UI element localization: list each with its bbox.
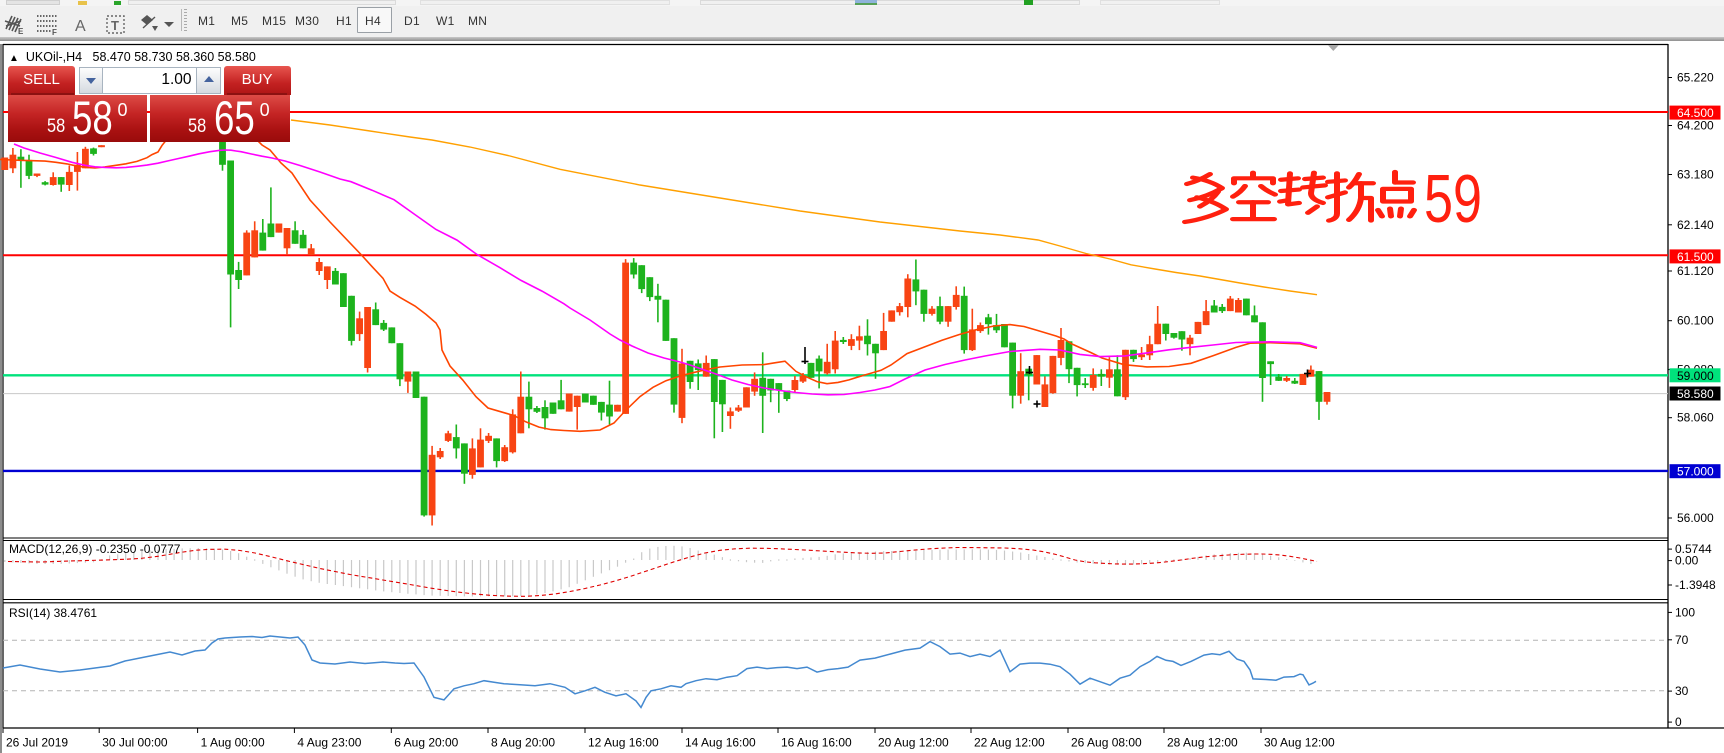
svg-text:28 Aug 12:00: 28 Aug 12:00 [1167,736,1238,750]
svg-text:100: 100 [1675,605,1695,619]
svg-text:1 Aug 00:00: 1 Aug 00:00 [201,736,265,750]
svg-text:30 Aug 12:00: 30 Aug 12:00 [1264,736,1335,750]
svg-text:16 Aug 16:00: 16 Aug 16:00 [781,736,852,750]
svg-text:MACD(12,26,9) -0.2350 -0.0777: MACD(12,26,9) -0.2350 -0.0777 [9,542,181,556]
svg-text:22 Aug 12:00: 22 Aug 12:00 [974,736,1045,750]
svg-text:E: E [18,27,24,35]
svg-text:4 Aug 23:00: 4 Aug 23:00 [297,736,361,750]
svg-text:63.180: 63.180 [1677,168,1714,182]
svg-text:59.000: 59.000 [1677,369,1714,383]
svg-text:64.200: 64.200 [1677,119,1714,133]
svg-text:61.120: 61.120 [1677,264,1714,278]
svg-text:56.000: 56.000 [1677,511,1714,525]
svg-text:8 Aug 20:00: 8 Aug 20:00 [491,736,555,750]
svg-text:58.580: 58.580 [1677,387,1714,401]
svg-text:58.060: 58.060 [1677,411,1714,425]
svg-text:A: A [75,18,86,35]
svg-text:14 Aug 16:00: 14 Aug 16:00 [685,736,756,750]
svg-text:61.500: 61.500 [1677,250,1714,264]
svg-text:57.000: 57.000 [1677,465,1714,479]
svg-text:30: 30 [1675,684,1689,698]
svg-text:0.5744: 0.5744 [1675,542,1712,556]
svg-text:30 Jul 00:00: 30 Jul 00:00 [102,736,168,750]
svg-text:RSI(14) 38.4761: RSI(14) 38.4761 [9,606,97,620]
svg-text:T: T [111,18,119,33]
svg-text:6 Aug 20:00: 6 Aug 20:00 [394,736,458,750]
svg-text:60.100: 60.100 [1677,314,1714,328]
svg-text:-1.3948: -1.3948 [1675,578,1716,592]
svg-text:65.220: 65.220 [1677,71,1714,85]
svg-text:F: F [52,28,57,36]
svg-text:64.500: 64.500 [1677,106,1714,120]
svg-text:70: 70 [1675,633,1689,647]
svg-text:0.00: 0.00 [1675,554,1699,568]
svg-text:26 Aug 08:00: 26 Aug 08:00 [1071,736,1142,750]
svg-text:20 Aug 12:00: 20 Aug 12:00 [878,736,949,750]
svg-text:0: 0 [1675,715,1682,729]
svg-text:62.140: 62.140 [1677,218,1714,232]
svg-text:26 Jul 2019: 26 Jul 2019 [6,736,68,750]
svg-text:12 Aug 16:00: 12 Aug 16:00 [588,736,659,750]
svg-text:59: 59 [1424,161,1482,237]
